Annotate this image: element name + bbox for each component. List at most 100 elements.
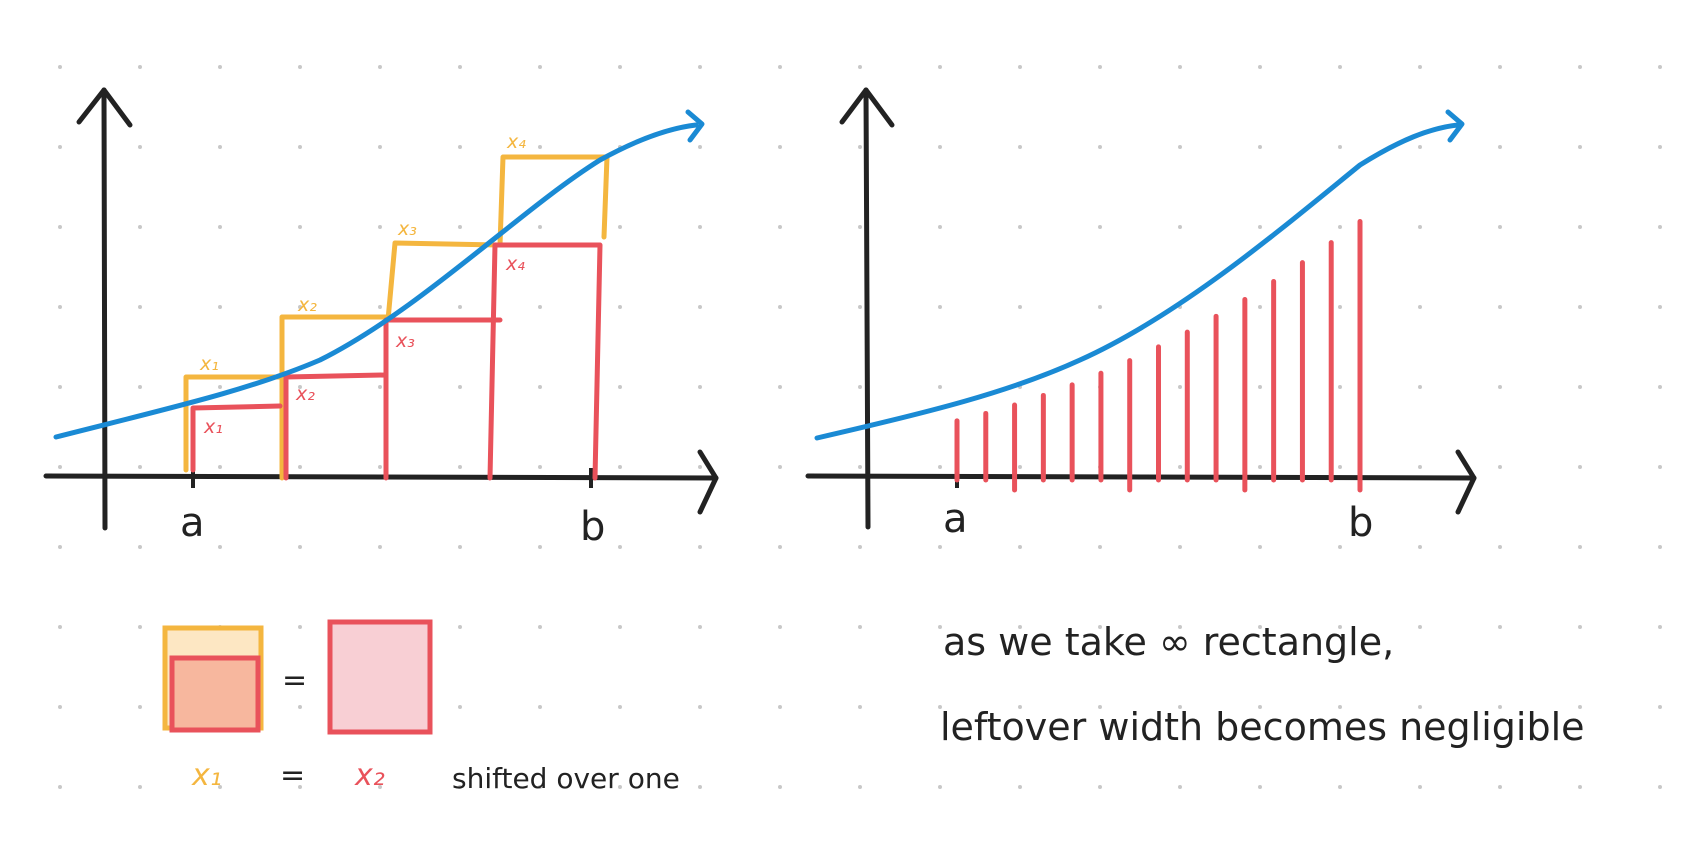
grid-dot (378, 225, 382, 229)
grid-dot (778, 545, 782, 549)
red-label-x3: x₃ (395, 330, 415, 352)
grid-dot (778, 225, 782, 229)
grid-dot (458, 465, 462, 469)
grid-dot (378, 305, 382, 309)
grid-dot (538, 705, 542, 709)
grid-dot (1178, 545, 1182, 549)
grid-dot (1338, 545, 1342, 549)
grid-dot (218, 785, 222, 789)
grid-dot (538, 145, 542, 149)
grid-dot (138, 305, 142, 309)
right-label-a: a (943, 496, 968, 542)
note-line-2: leftover width becomes negligible (940, 705, 1585, 749)
grid-dot (1418, 785, 1422, 789)
grid-dot (378, 145, 382, 149)
left-red-rectangles (190, 242, 603, 481)
grid-dot (1018, 305, 1022, 309)
grid-dot (298, 305, 302, 309)
grid-dot (858, 545, 862, 549)
right-y-arrowhead (839, 87, 895, 128)
yellow-label-x4: x₄ (506, 131, 526, 153)
grid-dot (1418, 705, 1422, 709)
grid-dot (458, 65, 462, 69)
grid-dot (538, 465, 542, 469)
grid-dot (298, 785, 302, 789)
grid-dot (1338, 465, 1342, 469)
grid-dot (858, 145, 862, 149)
grid-dot (1338, 705, 1342, 709)
left-y-arrowhead (76, 87, 133, 128)
grid-dot (1418, 465, 1422, 469)
grid-dot (1178, 225, 1182, 229)
yellow-rect-3 (385, 240, 501, 323)
grid-dot (938, 705, 942, 709)
grid-dot (618, 545, 622, 549)
left-panel: a b x₁ x₂ x₃ x₄ x₁ x₂ x₃ x₄ (43, 87, 719, 550)
grid-dot (538, 625, 542, 629)
grid-dot (458, 145, 462, 149)
legend-var-left: x₁ (191, 758, 222, 793)
grid-dot (1098, 705, 1102, 709)
left-curve-arrowhead (685, 109, 705, 143)
grid-dot (458, 625, 462, 629)
legend-orange-box (169, 655, 261, 733)
right-label-b: b (1348, 500, 1373, 546)
grid-dot (1178, 145, 1182, 149)
grid-dot (1578, 465, 1582, 469)
grid-dot (538, 65, 542, 69)
grid-dot (458, 705, 462, 709)
grid-dot (1498, 225, 1502, 229)
grid-dot (938, 145, 942, 149)
left-label-b: b (580, 504, 605, 550)
grid-dot (858, 465, 862, 469)
right-x-arrowhead (1455, 449, 1477, 515)
grid-dot (58, 385, 62, 389)
right-curve-arrowhead (1445, 109, 1465, 143)
grid-dot (138, 785, 142, 789)
grid-dot (1578, 305, 1582, 309)
grid-dot (1258, 225, 1262, 229)
grid-dot (1658, 305, 1662, 309)
grid-dot (58, 705, 62, 709)
left-x-arrowhead (697, 449, 719, 515)
red-rect-4 (487, 242, 603, 481)
grid-dot (778, 145, 782, 149)
grid-dot (58, 625, 62, 629)
grid-dot (778, 385, 782, 389)
grid-dot (698, 465, 702, 469)
grid-dot (858, 785, 862, 789)
legend-shift-note: shifted over one (452, 762, 680, 795)
grid-dot (58, 145, 62, 149)
grid-dot (138, 65, 142, 69)
red-label-x4: x₄ (505, 253, 525, 275)
grid-dot (1418, 545, 1422, 549)
grid-dot (1498, 465, 1502, 469)
grid-dot (698, 385, 702, 389)
grid-dot (938, 65, 942, 69)
yellow-label-x2: x₂ (297, 294, 317, 316)
red-rect-2 (283, 372, 388, 481)
grid-dot (938, 385, 942, 389)
grid-dot (218, 145, 222, 149)
grid-dot (698, 225, 702, 229)
grid-dot (58, 785, 62, 789)
grid-dot (458, 225, 462, 229)
grid-dot (858, 625, 862, 629)
grid-dot (858, 65, 862, 69)
grid-dot (1098, 65, 1102, 69)
grid-dot (218, 305, 222, 309)
grid-dot (1098, 145, 1102, 149)
grid-dot (618, 465, 622, 469)
grid-dot (458, 385, 462, 389)
grid-dot (778, 705, 782, 709)
legend: = x₁ = x₂ shifted over one (162, 619, 680, 795)
grid-dot (698, 625, 702, 629)
legend-equals: = (282, 663, 307, 698)
explanation-note: as we take ∞ rectangle, leftover width b… (940, 620, 1585, 749)
grid-dot (218, 385, 222, 389)
grid-dot (1258, 785, 1262, 789)
grid-dot (1178, 65, 1182, 69)
grid-dot (618, 65, 622, 69)
grid-dot (378, 785, 382, 789)
